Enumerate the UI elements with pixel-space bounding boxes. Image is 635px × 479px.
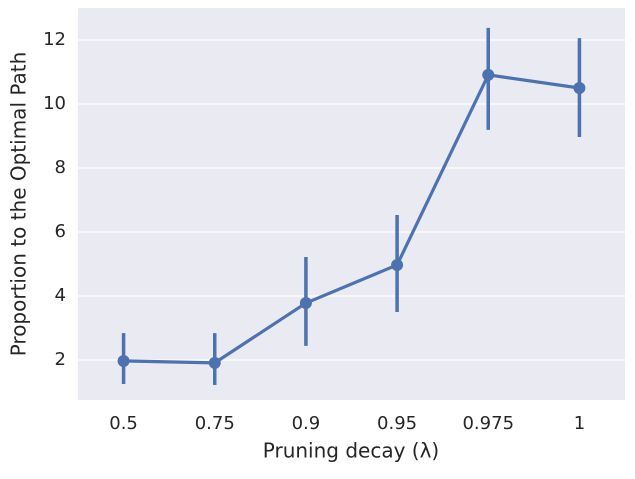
y-tick-label: 4	[55, 285, 66, 306]
y-tick-label: 8	[55, 157, 66, 178]
x-tick-label: 0.95	[377, 413, 417, 434]
y-tick-label: 12	[43, 29, 66, 50]
point	[573, 82, 586, 94]
x-tick-label: 0.975	[462, 413, 514, 434]
y-tick-label: 10	[43, 93, 66, 114]
point	[208, 356, 221, 369]
x-tick-label: 0.75	[195, 413, 235, 434]
x-axis-label: Pruning decay (λ)	[263, 439, 439, 463]
y-axis-label: Proportion to the Optimal Path	[7, 52, 31, 357]
line	[123, 73, 580, 365]
point	[482, 68, 495, 81]
point	[391, 258, 404, 271]
x-tick-label: 0.9	[292, 413, 321, 434]
point	[117, 354, 130, 367]
x-tick-label: 0.5	[109, 413, 138, 434]
plot-area	[78, 8, 625, 400]
y-tick-label: 6	[55, 221, 66, 242]
y-tick-label: 2	[55, 349, 66, 370]
x-tick-label: 1	[574, 413, 585, 434]
point	[299, 297, 312, 310]
